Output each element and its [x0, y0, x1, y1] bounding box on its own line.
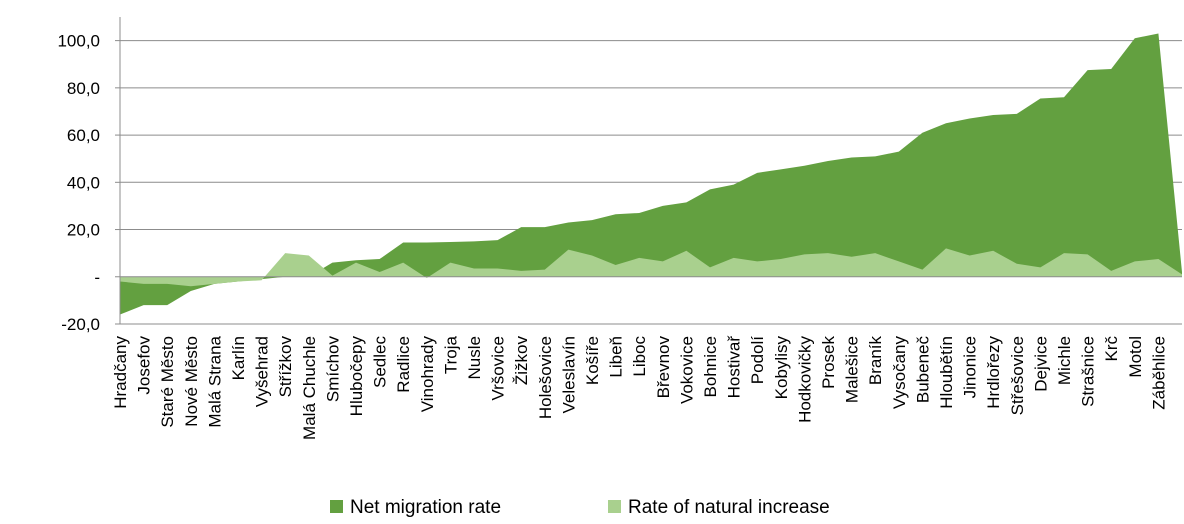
x-tick-label: Žižkov [512, 336, 531, 386]
x-tick-label: Jinonice [961, 336, 980, 398]
x-tick-label: Michle [1055, 336, 1074, 385]
x-tick-label: Libeň [607, 336, 626, 378]
x-tick-label: Smíchov [323, 336, 342, 403]
x-tick-label: Vinohrady [418, 336, 437, 413]
x-tick-label: Hradčany [111, 336, 130, 409]
legend-swatch [330, 500, 343, 513]
x-tick-label: Střížkov [276, 336, 295, 398]
y-tick-label: 60,0 [67, 126, 100, 145]
x-tick-label: Hloubětín [937, 336, 956, 409]
x-tick-label: Kobylisy [772, 336, 791, 400]
x-tick-label: Liboc [630, 336, 649, 377]
x-tick-label: Braník [866, 336, 885, 386]
x-tick-label: Vokovice [677, 336, 696, 404]
y-tick-label: 40,0 [67, 173, 100, 192]
legend-label: Rate of natural increase [628, 497, 830, 518]
x-tick-label: Břevnov [654, 336, 673, 399]
x-tick-label: Nové Město [182, 336, 201, 427]
x-tick-label: Holešovice [536, 336, 555, 419]
x-tick-label: Vyšehrad [253, 336, 272, 407]
y-tick-label: -20,0 [61, 315, 100, 334]
x-tick-label: Malá Chuchle [300, 336, 319, 440]
x-tick-label: Staré Město [158, 336, 177, 428]
x-tick-label: Prosek [819, 336, 838, 389]
x-tick-label: Hostivař [725, 336, 744, 399]
x-tick-label: Hodkovičky [795, 336, 814, 423]
x-tick-label: Bohnice [701, 336, 720, 397]
x-tick-label: Vršovice [489, 336, 508, 401]
x-tick-label: Malešice [843, 336, 862, 403]
x-tick-label: Záběhlice [1149, 336, 1168, 410]
x-tick-label: Dejvice [1031, 336, 1050, 392]
area [120, 33, 1182, 315]
x-tick-label: Nusle [465, 336, 484, 379]
x-tick-label: Malá Strana [205, 335, 224, 427]
x-tick-label: Troja [441, 335, 460, 374]
x-tick-label: Karlín [229, 336, 248, 380]
x-tick-label: Vysočany [890, 336, 909, 410]
y-tick-label: 80,0 [67, 79, 100, 98]
x-tick-label: Střešovice [1008, 336, 1027, 415]
x-tick-label: Strašnice [1079, 336, 1098, 407]
legend-label: Net migration rate [350, 497, 501, 518]
y-tick-label: 100,0 [57, 32, 100, 51]
x-tick-label: Košíře [583, 336, 602, 385]
x-tick-label: Podolí [748, 336, 767, 384]
x-tick-label: Krč [1102, 336, 1121, 362]
x-tick-label: Radlice [394, 336, 413, 393]
legend-swatch [608, 500, 621, 513]
x-tick-label: Sedlec [371, 336, 390, 388]
y-tick-label: 20,0 [67, 221, 100, 240]
x-tick-label: Bubeneč [913, 336, 932, 404]
x-tick-label: Hrdlořezy [984, 336, 1003, 409]
x-tick-label: Motol [1126, 336, 1145, 378]
x-tick-label: Josefov [135, 336, 154, 395]
y-tick-label: - [94, 268, 100, 287]
x-tick-label: Hlubočepy [347, 336, 366, 417]
x-tick-label: Veleslavín [559, 336, 578, 414]
